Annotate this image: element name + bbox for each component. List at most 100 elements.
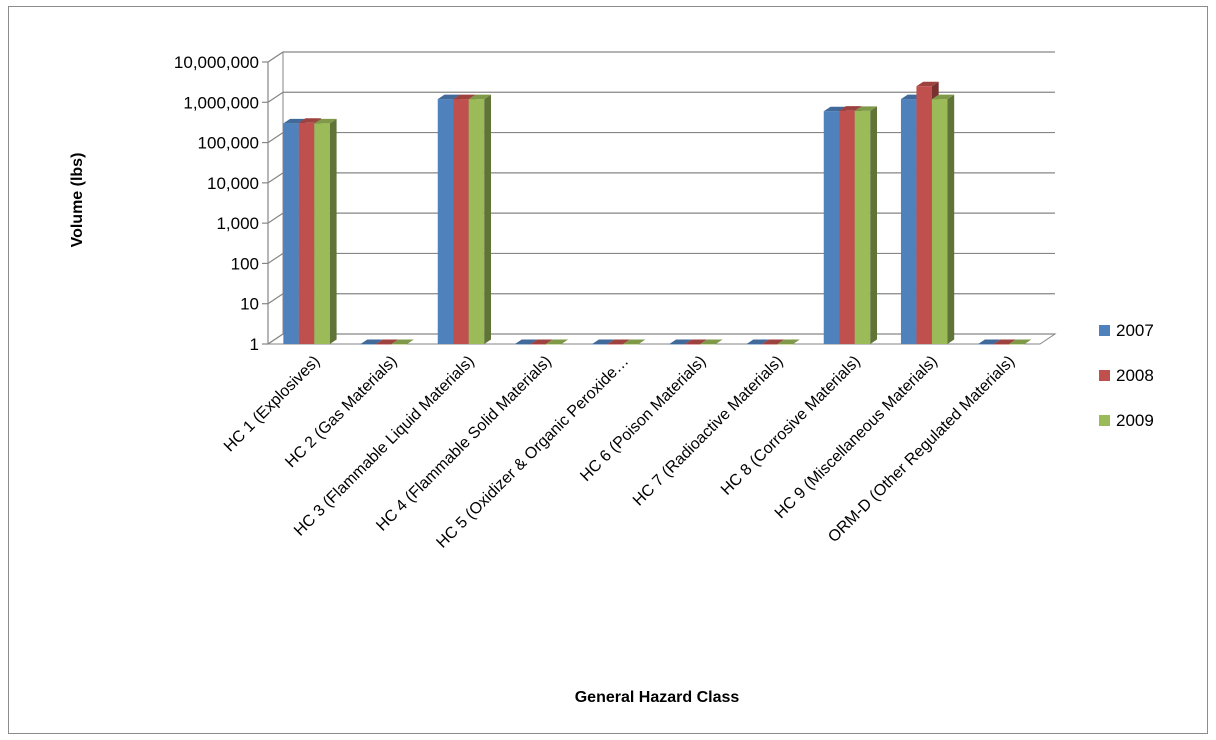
gridline-side [267,91,284,103]
x-tick-label: HC 4 (Flammable Solid Materials) [373,353,555,535]
legend-swatch [1099,370,1110,381]
y-tick-label: 100,000 [198,134,259,153]
bar-front [1009,344,1025,345]
bar-top [623,339,646,344]
bar-side [870,106,877,344]
bar [669,339,692,345]
y-tick-label: 10,000,000 [174,53,259,72]
legend-swatch [1099,415,1110,426]
bar-top [777,339,800,344]
bar-front [993,344,1010,345]
bar-front [453,99,469,344]
x-tick-label: HC 6 (Poison Materials) [577,353,709,485]
bar-top [298,118,322,123]
bar [762,339,785,345]
bar-front [777,344,794,345]
bar [514,339,538,345]
bar-front [669,344,685,345]
bar-front [298,122,315,344]
bar-top [468,94,491,100]
bar-top [839,106,862,111]
x-tick-label: HC 9 (Miscellaneous Materials) [772,353,941,522]
bar-front [916,86,932,344]
legend: 2007 2008 2009 [1099,321,1154,430]
gridline-side [267,172,284,184]
legend-swatch [1099,325,1110,336]
gridline-side [267,252,284,264]
chart-area [8,6,1208,734]
bar-top [314,118,337,124]
bar-top [931,94,955,100]
bar [545,339,569,345]
bar-front [391,344,408,345]
bar-top [916,81,939,87]
bar-front [437,99,454,344]
bar-front [623,344,639,345]
bar [314,118,337,345]
x-axis-title: General Hazard Class [575,689,740,706]
legend-item: 2009 [1099,411,1154,430]
bar-side [947,94,955,344]
bar [1009,339,1032,345]
bar-front [700,344,716,345]
bar-top [700,339,723,344]
bar-front [746,344,763,345]
legend-label: 2009 [1116,411,1154,430]
y-axis-title: Volume (lbs) [69,153,86,248]
y-axis-ticks: 1 10 100 1,000 10,000 100,000 1,000,000 10,000,… [174,53,259,354]
bar [746,339,769,345]
bar-front [545,344,562,345]
bar-top [545,339,569,344]
bar-top [762,339,785,344]
bar-top [530,339,553,344]
bar-front [360,344,377,345]
y-tick-label: 1 [250,335,259,354]
bar [607,339,630,345]
bar [854,106,877,344]
bar-front [762,344,778,345]
side-wall [267,51,284,345]
bars [283,81,1032,345]
bar [684,339,708,345]
bar-front [314,123,330,345]
bar-top [1009,339,1032,344]
bar-front [514,344,531,345]
bar-front [978,344,994,345]
bar-front [900,99,917,344]
bar-front [839,110,855,345]
bar-front [823,111,840,344]
bar [623,339,646,345]
bar-top [993,339,1016,344]
gridline-side [267,293,284,305]
x-tick-label: HC 8 (Corrosive Materials) [718,353,864,499]
bar-front [684,344,701,345]
gridline-side [267,212,284,224]
bar-top [607,339,630,344]
bar [376,339,399,345]
bar-side [329,118,337,345]
y-tick-label: 1,000,000 [183,93,259,112]
bar [931,94,955,344]
bar-front [931,99,948,344]
bar-front [592,344,608,345]
bar-side [484,94,491,344]
bar [530,339,553,345]
bar-top [453,94,476,100]
bar-front [530,344,546,345]
bar-top [746,339,769,344]
gridline-side [267,333,284,345]
y-tick-label: 10,000 [207,174,259,193]
y-tick-label: 1,000 [216,214,259,233]
bar-top [376,339,399,344]
legend-label: 2007 [1116,321,1154,340]
bar-top [391,339,414,344]
bar-top [978,339,1001,344]
x-tick-label: HC 7 (Radioactive Materials) [630,353,787,510]
bar-top [684,339,708,344]
bar [391,339,414,345]
bar [592,339,615,345]
bar-front [376,344,392,345]
legend-label: 2008 [1116,366,1154,385]
gridline-side [267,132,284,144]
